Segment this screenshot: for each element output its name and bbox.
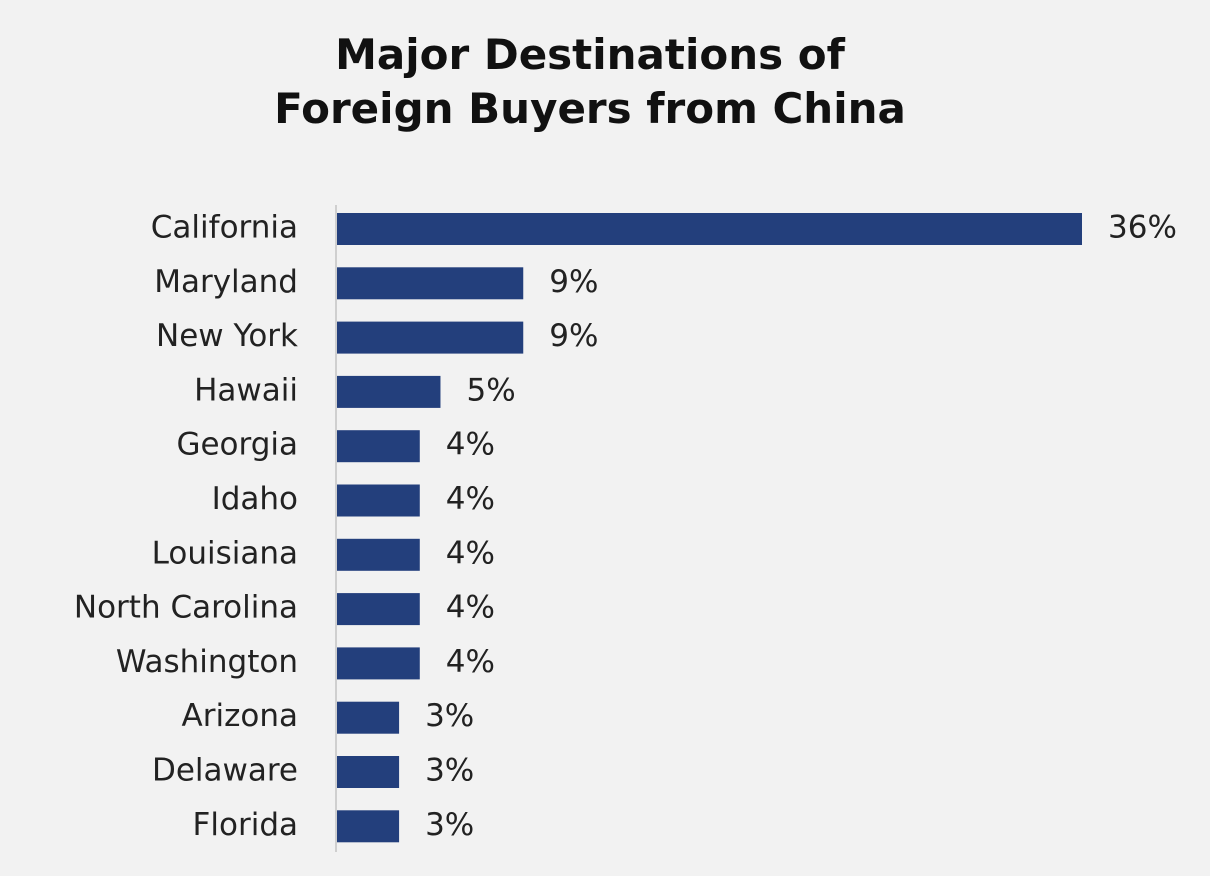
bar — [337, 267, 524, 300]
y-tick-label: Louisiana — [152, 535, 298, 571]
y-tick-label: Hawaii — [194, 372, 298, 408]
data-label: 9% — [549, 318, 598, 354]
y-tick-label: Florida — [193, 807, 298, 843]
data-label: 9% — [549, 264, 598, 300]
data-label: 4% — [446, 535, 495, 571]
chart-title: Major Destinations of Foreign Buyers fro… — [274, 30, 906, 133]
y-tick-label: Idaho — [212, 481, 298, 517]
y-tick-label: Arizona — [182, 698, 298, 734]
bar — [337, 756, 400, 788]
bar — [337, 375, 441, 408]
data-label: 3% — [425, 698, 474, 734]
y-tick-label: California — [151, 210, 298, 246]
y-tick-label: New York — [156, 318, 298, 354]
data-label: 3% — [425, 807, 474, 843]
bar — [337, 701, 400, 734]
bar — [337, 810, 400, 843]
data-label: 4% — [446, 590, 495, 626]
data-label: 3% — [425, 753, 474, 789]
bar — [337, 647, 420, 680]
bar — [337, 213, 1082, 245]
bar — [337, 593, 420, 626]
y-tick-label: Delaware — [152, 753, 298, 789]
data-label: 4% — [446, 644, 495, 680]
data-label: 5% — [466, 372, 515, 408]
data-label: 4% — [446, 427, 495, 463]
y-tick-label: Georgia — [176, 427, 298, 463]
bar — [337, 538, 420, 571]
data-label: 36% — [1108, 210, 1177, 246]
y-tick-label: Maryland — [154, 264, 298, 300]
bar — [337, 430, 420, 463]
bar — [337, 484, 420, 517]
data-label: 4% — [446, 481, 495, 517]
y-tick-label: North Carolina — [74, 590, 298, 626]
bar — [337, 321, 524, 354]
y-tick-label: Washington — [116, 644, 298, 680]
